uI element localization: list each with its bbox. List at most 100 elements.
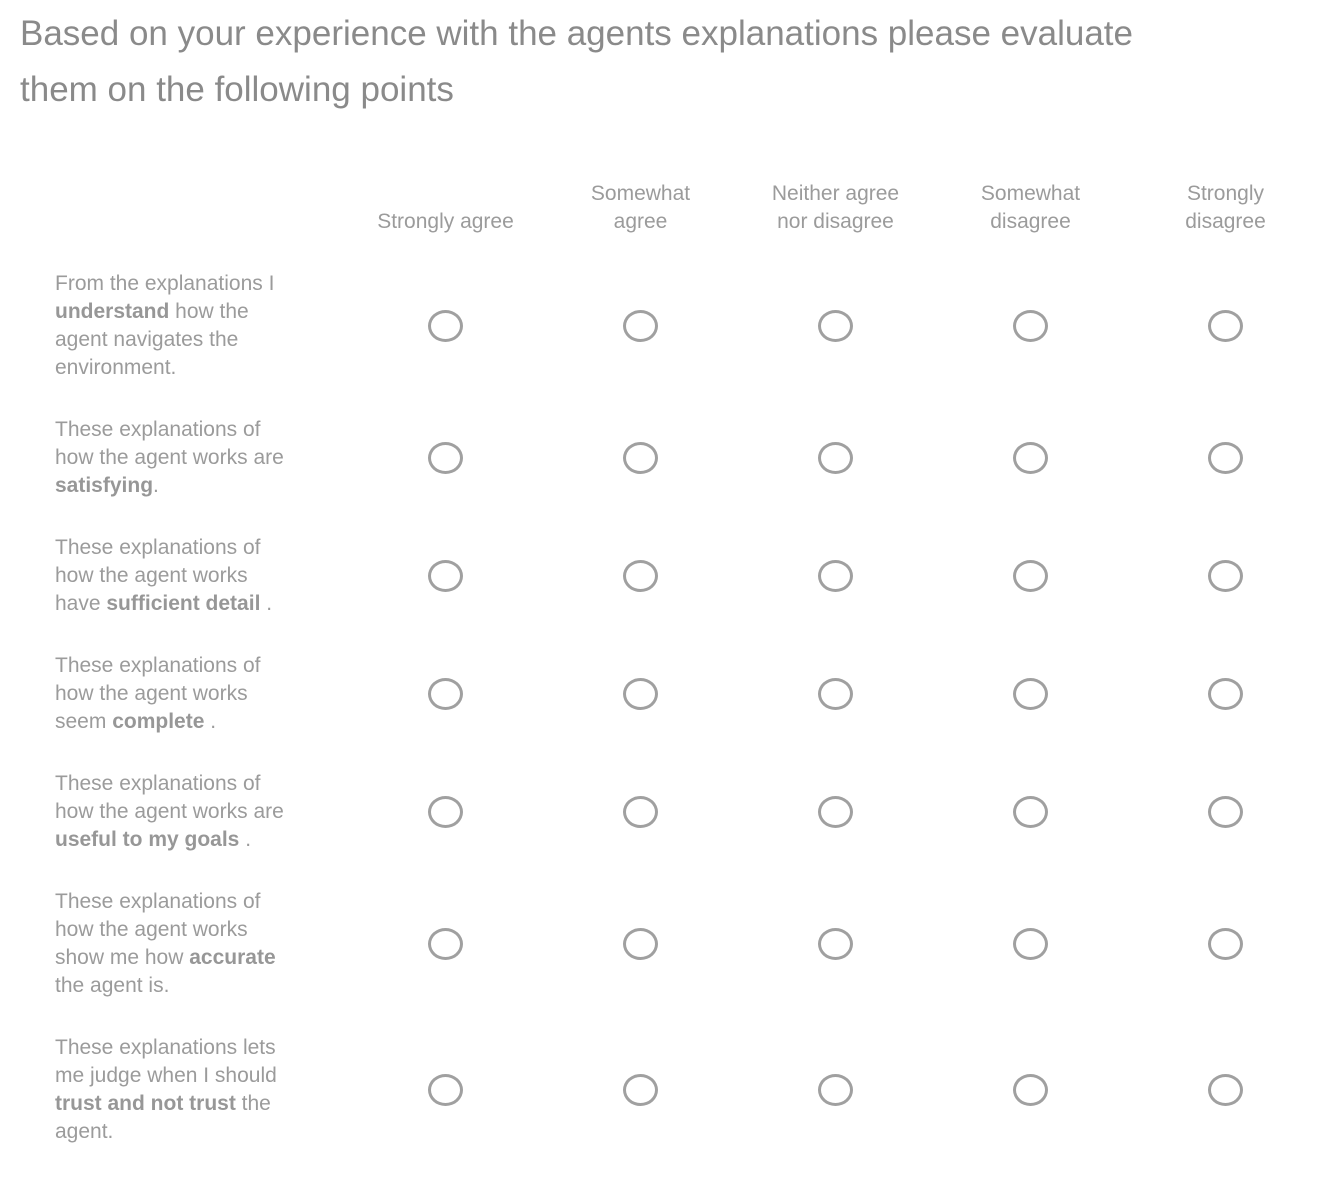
radio-button[interactable] <box>1013 1074 1048 1106</box>
survey-page: Based on your experience with the agents… <box>0 6 1324 1188</box>
choice-cell <box>543 310 738 342</box>
radio-button[interactable] <box>1208 560 1243 592</box>
matrix-row-understand: From the explanations I understand how t… <box>0 270 1324 382</box>
choice-cell <box>1128 442 1323 474</box>
choice-cell <box>348 928 543 960</box>
column-header-neither: Neither agree nor disagree <box>771 182 900 233</box>
matrix-row-useful: These explanations of how the agent work… <box>0 770 1324 854</box>
matrix-row-satisfying: These explanations of how the agent work… <box>0 416 1324 500</box>
radio-button[interactable] <box>1208 928 1243 960</box>
statement-text: These explanations of how the agent work… <box>0 416 348 500</box>
statement-segment: These explanations of how the agent work… <box>55 890 261 969</box>
statement-bold: satisfying <box>55 474 154 497</box>
choice-cell <box>933 796 1128 828</box>
radio-button[interactable] <box>818 442 853 474</box>
choice-cell <box>1128 678 1323 710</box>
radio-button[interactable] <box>623 310 658 342</box>
choice-cell <box>738 678 933 710</box>
matrix-header-row: Strongly agree Somewhat agree Neither ag… <box>0 180 1324 236</box>
radio-button[interactable] <box>818 310 853 342</box>
choice-cell <box>543 678 738 710</box>
radio-button[interactable] <box>818 560 853 592</box>
statement-segment: . <box>204 710 217 733</box>
radio-button[interactable] <box>818 796 853 828</box>
choice-cell <box>738 1074 933 1106</box>
radio-button[interactable] <box>1208 442 1243 474</box>
radio-button[interactable] <box>623 560 658 592</box>
matrix-row-accurate: These explanations of how the agent work… <box>0 888 1324 1000</box>
column-header-somewhat-disagree: Somewhat disagree <box>980 182 1081 233</box>
matrix-row-sufficient-detail: These explanations of how the agent work… <box>0 534 1324 618</box>
radio-button[interactable] <box>428 310 463 342</box>
statement-text: These explanations of how the agent work… <box>0 652 348 736</box>
statement-segment: . <box>153 474 159 497</box>
choice-cell <box>348 1074 543 1106</box>
radio-button[interactable] <box>1208 678 1243 710</box>
radio-button[interactable] <box>818 928 853 960</box>
likert-matrix: Strongly agree Somewhat agree Neither ag… <box>0 180 1324 1146</box>
statement-segment: the agent is. <box>55 974 170 997</box>
statement-bold: useful to my goals <box>55 828 240 851</box>
radio-button[interactable] <box>1013 928 1048 960</box>
radio-button[interactable] <box>623 928 658 960</box>
statement-segment: These explanations of how the agent work… <box>55 772 284 823</box>
statement-segment: . <box>239 828 252 851</box>
column-header-somewhat-agree: Somewhat agree <box>590 182 691 233</box>
matrix-row-trust: These explanations lets me judge when I … <box>0 1034 1324 1146</box>
choice-cell <box>738 442 933 474</box>
choice-cell <box>1128 796 1323 828</box>
radio-button[interactable] <box>1013 678 1048 710</box>
statement-segment: These explanations of how the agent work… <box>55 418 284 469</box>
statement-bold: complete <box>112 710 205 733</box>
choice-cell <box>543 796 738 828</box>
radio-button[interactable] <box>818 1074 853 1106</box>
choice-cell <box>348 442 543 474</box>
radio-button[interactable] <box>1013 796 1048 828</box>
statement-segment: These explanations of how the agent work… <box>55 536 261 615</box>
statement-segment: These explanations of how the agent work… <box>55 654 261 733</box>
radio-button[interactable] <box>428 560 463 592</box>
choice-cell <box>738 560 933 592</box>
radio-button[interactable] <box>1208 796 1243 828</box>
radio-button[interactable] <box>428 442 463 474</box>
choice-cell <box>933 1074 1128 1106</box>
choice-cell <box>933 678 1128 710</box>
statement-text: These explanations of how the agent work… <box>0 770 348 854</box>
choice-cell <box>1128 1074 1323 1106</box>
statement-segment: . <box>260 592 273 615</box>
radio-button[interactable] <box>818 678 853 710</box>
radio-button[interactable] <box>1208 310 1243 342</box>
radio-button[interactable] <box>428 678 463 710</box>
choice-cell <box>543 1074 738 1106</box>
radio-button[interactable] <box>1013 442 1048 474</box>
statement-segment: the agent. <box>55 1092 271 1143</box>
statement-bold: understand <box>55 300 170 323</box>
choice-cell <box>543 560 738 592</box>
statement-text: From the explanations I understand how t… <box>0 270 348 382</box>
choice-cell <box>348 560 543 592</box>
statement-segment: how the agent navigates the environment. <box>55 300 249 379</box>
radio-button[interactable] <box>623 442 658 474</box>
question-title: Based on your experience with the agents… <box>20 14 1133 109</box>
choice-cell <box>1128 928 1323 960</box>
statement-segment: These explanations lets me judge when I … <box>55 1036 277 1087</box>
column-header-strongly-disagree: Strongly disagree <box>1185 182 1266 233</box>
radio-button[interactable] <box>1013 310 1048 342</box>
radio-button[interactable] <box>428 1074 463 1106</box>
choice-cell <box>543 442 738 474</box>
radio-button[interactable] <box>428 796 463 828</box>
choice-cell <box>738 310 933 342</box>
choice-cell <box>933 310 1128 342</box>
choice-cell <box>348 678 543 710</box>
radio-button[interactable] <box>1208 1074 1243 1106</box>
choice-cell <box>348 796 543 828</box>
choice-cell <box>1128 560 1323 592</box>
radio-button[interactable] <box>623 678 658 710</box>
statement-bold: trust and not trust <box>55 1092 236 1115</box>
statement-text: These explanations of how the agent work… <box>0 534 348 618</box>
radio-button[interactable] <box>1013 560 1048 592</box>
radio-button[interactable] <box>623 796 658 828</box>
radio-button[interactable] <box>623 1074 658 1106</box>
radio-button[interactable] <box>428 928 463 960</box>
statement-bold: accurate <box>189 946 276 969</box>
